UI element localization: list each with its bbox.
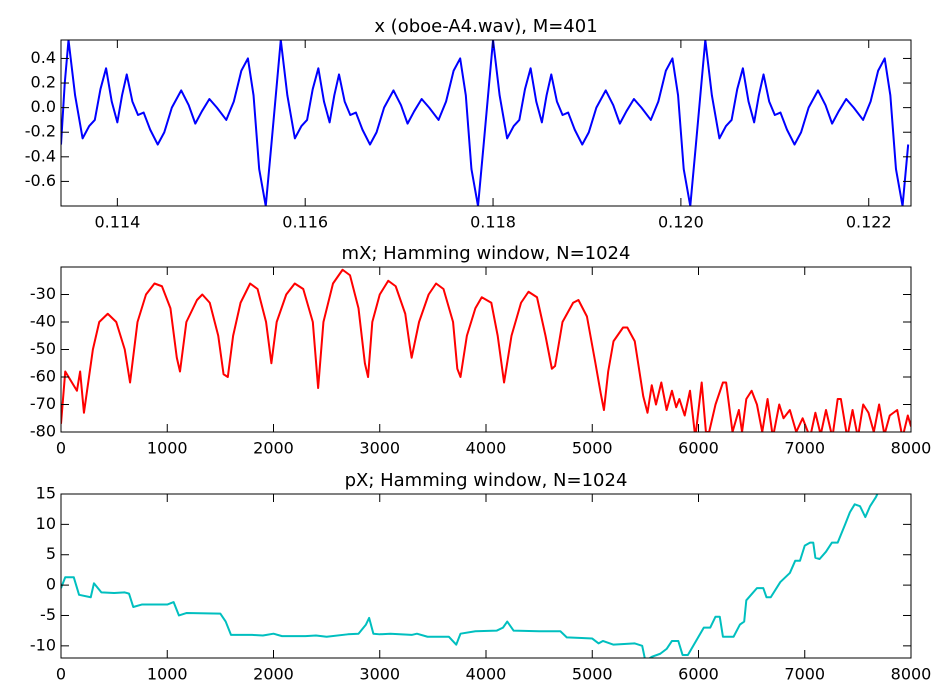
- x-tick-label: 0: [56, 665, 66, 684]
- x-tick-label: 6000: [678, 665, 719, 684]
- x-tick-label: 2000: [253, 665, 294, 684]
- chart-title: mX; Hamming window, N=1024: [342, 243, 631, 264]
- plot-area: [61, 494, 879, 658]
- data-line: [61, 40, 910, 206]
- x-tick-label: 5000: [572, 439, 613, 458]
- x-tick-label: 7000: [784, 665, 825, 684]
- y-tick-label: -5: [40, 605, 56, 624]
- axes-frame: [60, 39, 912, 207]
- x-tick-label: 1000: [147, 439, 188, 458]
- x-tick-label: 4000: [466, 439, 507, 458]
- y-tick-label: -40: [30, 312, 56, 331]
- x-tick-label: 0.120: [658, 213, 704, 232]
- y-tick-label: -80: [30, 422, 56, 441]
- x-tick-label: 0.114: [94, 213, 140, 232]
- y-tick-label: -30: [30, 284, 56, 303]
- x-tick-label: 0.118: [470, 213, 516, 232]
- plot-area: [61, 268, 911, 432]
- x-tick-label: 0.122: [846, 213, 892, 232]
- x-tick-label: 1000: [147, 665, 188, 684]
- y-tick-label: -0.2: [25, 122, 56, 141]
- x-tick-label: 2000: [253, 439, 294, 458]
- y-tick-label: 0.4: [31, 48, 56, 67]
- y-tick-label: 5: [46, 544, 56, 563]
- chart-title: x (oboe-A4.wav), M=401: [374, 16, 597, 37]
- y-tick-label: 0.0: [31, 97, 56, 116]
- y-tick-label: 0: [46, 575, 56, 594]
- y-tick-label: -60: [30, 367, 56, 386]
- x-tick-label: 8000: [891, 439, 932, 458]
- y-tick-label: -0.6: [25, 171, 56, 190]
- x-tick-label: 5000: [572, 665, 613, 684]
- x-tick-label: 8000: [891, 665, 932, 684]
- axes-frame: [60, 493, 912, 659]
- data-line: [61, 268, 911, 432]
- x-tick-label: 3000: [359, 439, 400, 458]
- x-tick-label: 0: [56, 439, 66, 458]
- x-tick-label: 0.116: [282, 213, 328, 232]
- chart-title: pX; Hamming window, N=1024: [345, 470, 628, 491]
- y-tick-label: 15: [36, 484, 56, 503]
- axes-frame: [60, 266, 912, 433]
- x-tick-label: 6000: [678, 439, 719, 458]
- x-tick-label: 4000: [466, 665, 507, 684]
- data-line: [61, 494, 879, 658]
- y-tick-label: -10: [30, 635, 56, 654]
- y-tick-label: 10: [36, 514, 56, 533]
- y-tick-label: -70: [30, 394, 56, 413]
- plot-area: [61, 40, 910, 206]
- y-tick-label: 0.2: [31, 73, 56, 92]
- y-tick-label: -0.4: [25, 146, 56, 165]
- x-tick-label: 7000: [784, 439, 825, 458]
- y-tick-label: -50: [30, 339, 56, 358]
- x-tick-label: 3000: [359, 665, 400, 684]
